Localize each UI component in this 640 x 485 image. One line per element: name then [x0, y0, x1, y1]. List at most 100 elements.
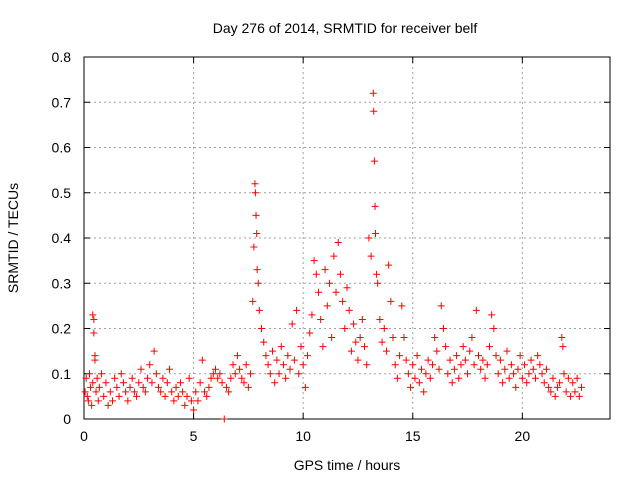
data-point [507, 361, 515, 369]
data-point [91, 356, 99, 364]
data-point [521, 361, 529, 369]
grid-layer [84, 57, 610, 419]
data-point [439, 325, 447, 332]
data-point [424, 356, 432, 364]
data-point [301, 383, 309, 391]
y-tick-label: 0.1 [52, 366, 72, 382]
data-point [240, 379, 248, 387]
x-tick-label: 0 [80, 428, 88, 444]
data-point [251, 180, 259, 188]
data-point [222, 383, 230, 391]
data-point [124, 397, 132, 405]
data-point [170, 397, 178, 405]
data-point [536, 361, 544, 369]
data-point [218, 379, 226, 387]
data-point [551, 392, 559, 400]
data-point [453, 352, 461, 360]
data-point [444, 370, 452, 378]
data-point [236, 365, 244, 373]
data-point [315, 288, 323, 296]
data-point [369, 89, 377, 97]
data-point [165, 365, 173, 373]
data-point [396, 352, 404, 360]
data-point [89, 379, 97, 387]
data-point [523, 379, 531, 387]
data-point [93, 374, 101, 382]
data-point [567, 392, 575, 400]
data-point [448, 379, 456, 387]
data-point [220, 415, 228, 423]
data-point [354, 356, 362, 364]
data-point [547, 388, 555, 396]
data-point [391, 361, 399, 369]
data-point [102, 379, 110, 387]
data-point [529, 365, 537, 373]
data-point [490, 325, 498, 332]
data-point [455, 374, 463, 382]
y-tick-label: 0.3 [52, 275, 72, 291]
data-point [139, 383, 147, 391]
data-point [380, 325, 388, 332]
data-point [271, 379, 279, 387]
data-point [108, 397, 116, 405]
data-point [339, 297, 347, 305]
data-point [485, 343, 493, 351]
data-point [518, 374, 526, 382]
data-point [341, 325, 349, 332]
data-point [343, 284, 351, 292]
data-point [422, 370, 430, 378]
data-point [350, 320, 358, 328]
data-point [163, 379, 171, 387]
data-point [363, 361, 371, 369]
data-point [90, 329, 98, 337]
data-point [155, 383, 163, 391]
data-point [398, 302, 406, 310]
data-point [558, 334, 566, 342]
data-point [374, 279, 382, 287]
data-point [562, 388, 570, 396]
data-point [247, 370, 255, 378]
y-tick-label: 0.7 [52, 94, 72, 110]
data-point [293, 306, 301, 314]
data-point [330, 252, 338, 260]
data-point [466, 347, 474, 355]
tick-layer: 0 0.1 0.2 0.3 0.4 0.5 0.6 0.7 0.8 0 5 10 15 20 [52, 49, 610, 444]
data-point [126, 383, 134, 391]
data-point [179, 388, 187, 396]
data-point [111, 374, 119, 382]
data-point [130, 388, 138, 396]
data-point [367, 252, 375, 260]
data-point [150, 347, 158, 355]
data-point [540, 379, 548, 387]
data-point [187, 397, 195, 405]
data-point [249, 297, 257, 305]
data-point [538, 370, 546, 378]
data-point [262, 352, 270, 360]
data-point [328, 334, 336, 342]
x-tick-label: 10 [295, 428, 311, 444]
data-point [559, 343, 567, 351]
data-point [510, 370, 518, 378]
data-point [306, 329, 314, 337]
data-point [192, 388, 200, 396]
data-point [542, 365, 550, 373]
data-point [457, 361, 465, 369]
data-point [310, 257, 318, 265]
data-point [450, 365, 458, 373]
data-point [545, 383, 553, 391]
data-point [496, 356, 504, 364]
y-tick-label: 0.6 [52, 140, 72, 156]
data-point [119, 379, 127, 387]
data-point [295, 370, 303, 378]
data-point [370, 157, 378, 165]
data-point [152, 370, 160, 378]
data-point [81, 388, 89, 396]
y-tick-label: 0.2 [52, 321, 72, 337]
data-point [282, 374, 290, 382]
data-point [385, 261, 393, 269]
data-point [146, 361, 154, 369]
data-point [569, 379, 577, 387]
data-point [503, 347, 511, 355]
data-point [133, 392, 141, 400]
